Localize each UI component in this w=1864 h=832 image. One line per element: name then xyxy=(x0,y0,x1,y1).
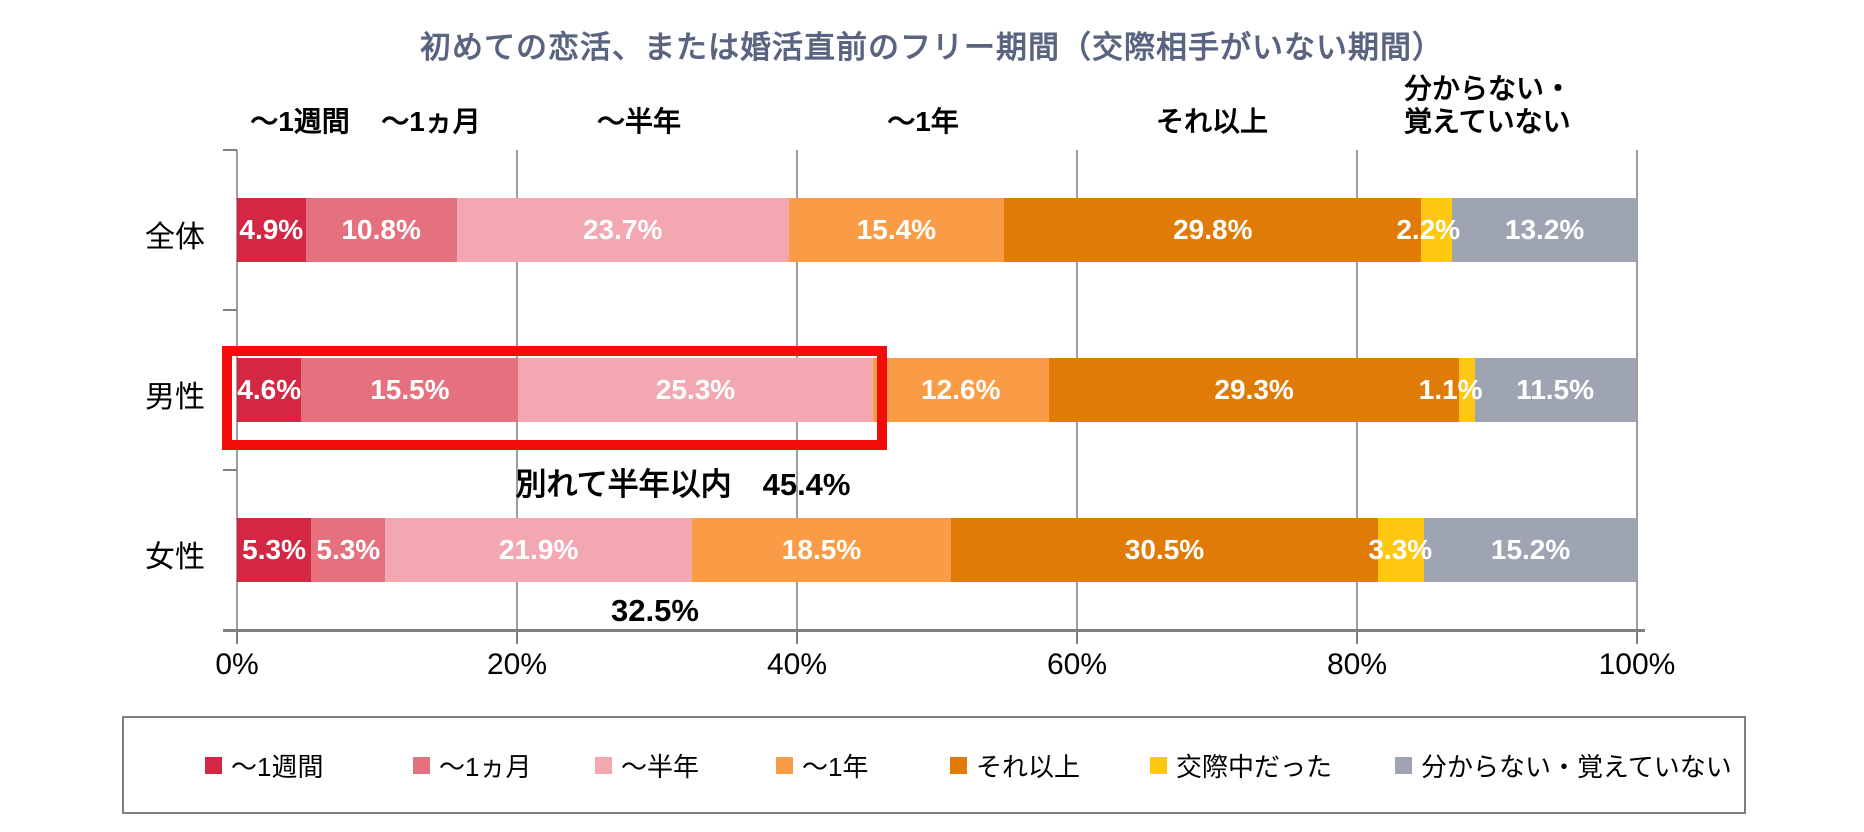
bar-segment: 25.3% xyxy=(518,358,873,422)
segment-value-label: 10.8% xyxy=(341,214,421,245)
x-axis-tick xyxy=(1356,630,1358,644)
legend-label: ～1年 xyxy=(802,751,869,782)
legend-box: ～1週間 ～1ヵ月 ～半年 ～1年 それ以上 交際中だった 分からない・覚えていない xyxy=(122,716,1746,814)
x-axis-tick xyxy=(1636,630,1638,644)
legend-label: ～1ヵ月 xyxy=(439,751,532,782)
x-axis-label: 80% xyxy=(1326,648,1388,681)
segment-value-label: 11.5% xyxy=(1516,374,1595,405)
legend-item: ～1年 xyxy=(776,718,868,812)
legend-label: ～半年 xyxy=(621,751,700,782)
row-label: 男性 xyxy=(145,381,205,414)
bar-segment: 4.6% xyxy=(237,358,302,422)
legend-marker xyxy=(595,756,612,774)
legend-label: 交際中だった xyxy=(1176,751,1333,782)
legend-item: それ以上 xyxy=(950,718,1080,812)
legend-marker xyxy=(413,756,430,774)
chart-title: 初めての恋活、または婚活直前のフリー期間（交際相手がいない期間） xyxy=(420,30,1444,65)
bar-segment: 11.5% xyxy=(1474,358,1636,422)
y-axis-tick xyxy=(223,629,237,631)
legend-item: ～1週間 xyxy=(205,718,323,812)
bar-segment: 18.5% xyxy=(692,518,951,582)
segment-value-label: 5.3% xyxy=(242,534,307,565)
bar-segment: 2.2% xyxy=(1396,198,1460,262)
row-label: 女性 xyxy=(145,541,205,574)
legend-label: 分からない・覚えていない xyxy=(1421,751,1732,782)
bar-segment: 15.5% xyxy=(301,358,519,422)
segment-value-label: 1.1% xyxy=(1418,374,1483,405)
bar-segment: 10.8% xyxy=(305,198,457,262)
segment-value-label: 25.3% xyxy=(655,374,736,405)
category-header-label: それ以上 xyxy=(1155,106,1268,137)
bar-segment: 29.3% xyxy=(1049,358,1460,422)
gridline xyxy=(1636,150,1638,630)
x-axis-label: 40% xyxy=(766,648,828,681)
row-label: 全体 xyxy=(145,221,205,254)
annotation-male-breakup: 別れて半年以内 45.4% xyxy=(515,467,851,502)
legend-marker xyxy=(950,756,967,774)
annotation-female-cumulative: 32.5% xyxy=(611,593,699,628)
x-axis-label: 20% xyxy=(486,648,548,681)
category-header-label: ～1週間 xyxy=(250,106,350,137)
segment-value-label: 29.8% xyxy=(1173,214,1253,245)
legend-label: それ以上 xyxy=(976,751,1081,782)
segment-value-label: 29.3% xyxy=(1214,374,1294,405)
bar-segment: 30.5% xyxy=(951,518,1378,582)
legend-marker xyxy=(1150,756,1167,774)
legend-item: ～1ヵ月 xyxy=(413,718,531,812)
legend-item: 分からない・覚えていない xyxy=(1395,718,1732,812)
segment-value-label: 18.5% xyxy=(781,534,862,565)
segment-value-label: 15.4% xyxy=(856,214,937,245)
x-axis-tick xyxy=(236,630,238,644)
x-axis-label: 60% xyxy=(1046,648,1108,681)
y-axis-tick xyxy=(223,309,237,311)
bar-segment: 15.2% xyxy=(1424,518,1637,582)
segment-value-label: 15.5% xyxy=(370,374,450,405)
legend-marker xyxy=(1395,756,1412,774)
y-axis-tick xyxy=(223,149,237,151)
legend-item: ～半年 xyxy=(595,718,699,812)
x-axis-label: 100% xyxy=(1598,648,1676,681)
category-header-label: 分からない・ 覚えていない xyxy=(1404,73,1573,137)
category-header-label: ～半年 xyxy=(596,106,681,137)
bar-segment: 3.3% xyxy=(1368,518,1432,582)
segment-value-label: 5.3% xyxy=(316,534,381,565)
legend-label: ～1週間 xyxy=(231,751,324,782)
segment-value-label: 4.6% xyxy=(237,374,302,405)
bar-segment: 21.9% xyxy=(385,518,692,582)
bar-segment: 5.3% xyxy=(237,518,312,582)
x-axis-tick xyxy=(1076,630,1078,644)
category-header-label: ～1ヵ月 xyxy=(381,106,481,137)
category-header-label: ～1年 xyxy=(887,106,959,137)
segment-value-label: 2.2% xyxy=(1396,214,1461,245)
bar-segment: 15.4% xyxy=(788,198,1005,262)
x-axis-tick xyxy=(516,630,518,644)
legend-marker xyxy=(205,756,222,774)
bar-segment: 29.8% xyxy=(1004,198,1422,262)
legend-marker xyxy=(776,756,793,774)
x-axis-label: 0% xyxy=(215,648,259,681)
segment-value-label: 21.9% xyxy=(498,534,579,565)
segment-value-label: 3.3% xyxy=(1368,534,1433,565)
highlight-rect xyxy=(222,346,887,450)
bar-segment: 23.7% xyxy=(456,198,789,262)
segment-value-label: 23.7% xyxy=(582,214,663,245)
segment-value-label: 13.2% xyxy=(1504,214,1585,245)
segment-value-label: 15.2% xyxy=(1490,534,1571,565)
y-axis-tick xyxy=(223,469,237,471)
bar-segment: 13.2% xyxy=(1452,198,1637,262)
segment-value-label: 4.9% xyxy=(239,214,304,245)
segment-value-label: 12.6% xyxy=(921,374,1001,405)
segment-value-label: 30.5% xyxy=(1124,534,1205,565)
bar-segment: 4.9% xyxy=(237,198,306,262)
x-axis-tick xyxy=(796,630,798,644)
legend-item: 交際中だった xyxy=(1150,718,1332,812)
bar-segment: 5.3% xyxy=(311,518,386,582)
x-axis-line xyxy=(223,629,1645,632)
bar-segment: 1.1% xyxy=(1419,358,1483,422)
bar-segment: 12.6% xyxy=(872,358,1049,422)
